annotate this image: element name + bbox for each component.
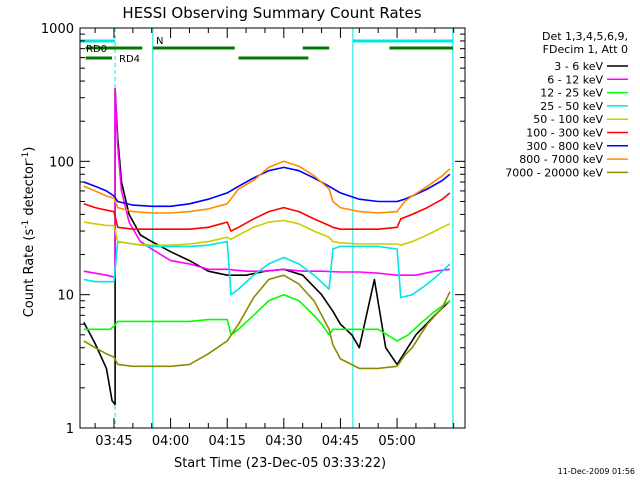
- y-axis-label-sup2: -1: [21, 152, 31, 161]
- x-tick-label-0: 03:45: [95, 434, 132, 449]
- axis-ticks: 03:45 04:00 04:15 04:30 04:45 05:00 1 10 100 1000: [41, 22, 465, 449]
- generation-timestamp: 11-Dec-2009 01:56: [558, 467, 635, 476]
- legend-header-line-2: FDecim 1, Att 0: [543, 43, 628, 56]
- y-tick-label-2: 100: [49, 155, 74, 170]
- legend: Det 1,3,4,5,6,9, FDecim 1, Att 0 3 - 6 k…: [505, 30, 628, 179]
- legend-label-8: 7000 - 20000 keV: [505, 166, 603, 179]
- flag-label-n: N: [156, 36, 163, 47]
- x-tick-label-4: 04:45: [322, 434, 359, 449]
- y-tick-label-0: 1: [66, 422, 74, 437]
- series-line-0: [84, 89, 450, 405]
- count-rate-chart: HESSI Observing Summary Count Rates RD0R…: [0, 0, 640, 480]
- plot-area: RD0 RD4 N: [80, 28, 453, 428]
- legend-label-3: 25 - 50 keV: [540, 100, 603, 113]
- x-tick-label-3: 04:30: [265, 434, 302, 449]
- chart-title: HESSI Observing Summary Count Rates: [122, 4, 421, 22]
- x-axis-label: Start Time (23-Dec-05 03:33:22): [174, 456, 386, 471]
- plot-frame: [80, 28, 465, 428]
- legend-label-5: 100 - 300 keV: [526, 127, 603, 140]
- series-line-3: [84, 242, 450, 298]
- legend-header-line-1: Det 1,3,4,5,6,9,: [542, 30, 628, 43]
- x-tick-label-2: 04:15: [208, 434, 245, 449]
- x-tick-label-5: 05:00: [378, 434, 415, 449]
- y-axis-label-sup1: -1: [21, 220, 31, 229]
- y-axis-label-main: Count Rate (s: [22, 229, 37, 318]
- legend-label-2: 12 - 25 keV: [540, 87, 603, 100]
- legend-label-4: 50 - 100 keV: [533, 113, 603, 126]
- legend-label-0: 3 - 6 keV: [554, 60, 603, 73]
- legend-label-7: 800 - 7000 keV: [519, 153, 603, 166]
- series-line-6: [84, 167, 450, 206]
- legend-label-6: 300 - 800 keV: [526, 140, 603, 153]
- legend-label-1: 6 - 12 keV: [547, 73, 603, 86]
- flag-label-rd4: RD4: [119, 54, 140, 65]
- flag-label-rd0: RD0: [86, 44, 107, 55]
- y-axis-label: Count Rate (s-1 detector-1): [21, 147, 37, 318]
- y-axis-label-mid: detector: [22, 160, 37, 220]
- y-tick-label-3: 1000: [41, 22, 74, 37]
- y-tick-label-1: 10: [57, 289, 74, 304]
- x-tick-label-1: 04:00: [152, 434, 189, 449]
- y-axis-label-end: ): [22, 147, 37, 152]
- series-line-2: [84, 295, 450, 341]
